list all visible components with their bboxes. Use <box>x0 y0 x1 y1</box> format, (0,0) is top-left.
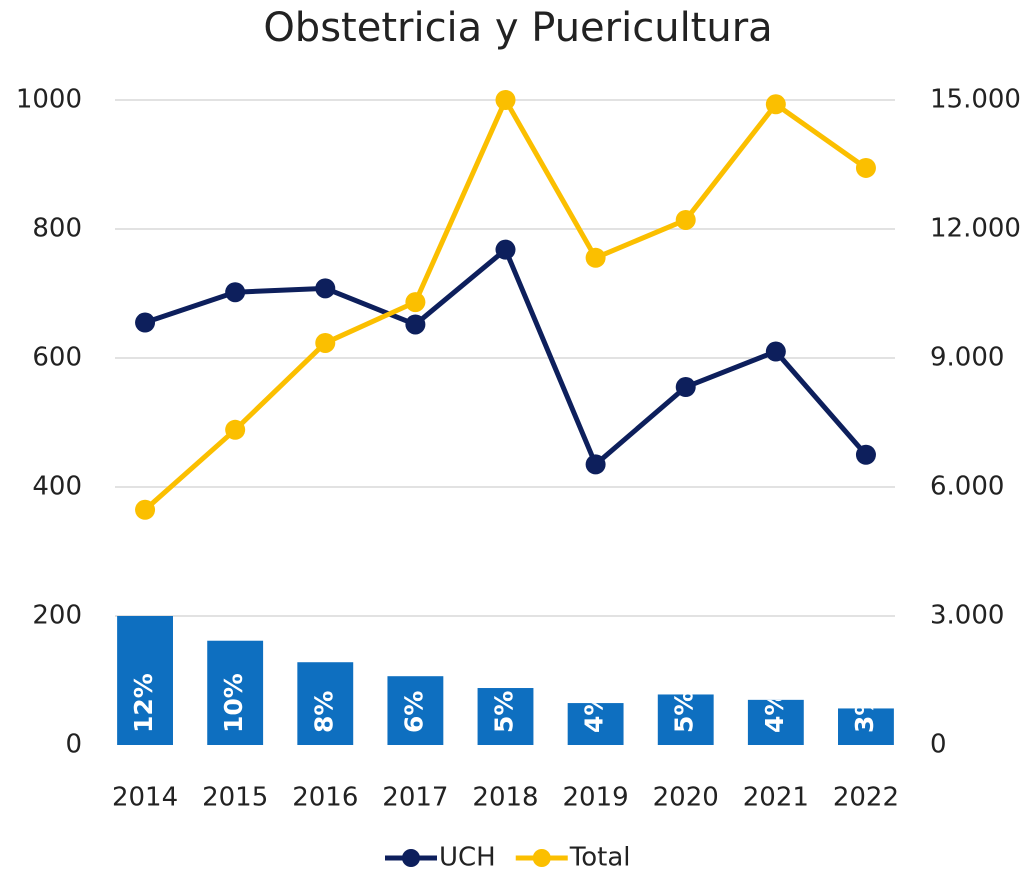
x-tick-label: 2015 <box>202 783 268 813</box>
point <box>225 282 246 303</box>
bar-label-group: 4% <box>580 691 609 733</box>
bar-label-group: 6% <box>399 691 428 733</box>
point <box>405 292 426 313</box>
point <box>765 341 786 362</box>
bar-label-group: 3% <box>850 691 879 733</box>
line <box>144 247 868 467</box>
point <box>675 209 696 230</box>
y2-tick-label: 12.000 <box>930 214 1021 244</box>
bar-label: 10% <box>219 673 248 733</box>
y2-tick-label: 9.000 <box>930 343 1004 373</box>
x-tick-label: 2018 <box>472 783 538 813</box>
bar-label-group: 5% <box>490 691 519 733</box>
x-tick-label: 2022 <box>833 783 899 813</box>
legend-marker <box>402 849 420 867</box>
bar <box>747 699 804 745</box>
bar-label: 5% <box>670 691 699 733</box>
y-tick-label: 400 <box>32 472 82 502</box>
bar-label: 12% <box>129 673 158 733</box>
bar-label: 5% <box>490 691 519 733</box>
bar-label-group: 5% <box>670 691 699 733</box>
bar-label-group: 4% <box>760 691 789 733</box>
point <box>585 454 606 475</box>
line <box>143 97 868 512</box>
point <box>315 332 336 353</box>
bar <box>838 708 894 745</box>
point <box>135 499 156 520</box>
bar-label-group: 10% <box>219 673 248 733</box>
legend-label: UCH <box>439 843 496 873</box>
bar <box>567 703 624 745</box>
bar-label: 8% <box>309 691 338 733</box>
y2-tick-label: 0 <box>930 730 947 760</box>
bar <box>207 640 264 745</box>
point <box>315 278 336 299</box>
y2-tick-label: 15.000 <box>930 85 1021 115</box>
x-tick-label: 2020 <box>653 783 719 813</box>
x-tick-label: 2021 <box>743 783 809 813</box>
point <box>855 444 876 465</box>
y-tick-label: 600 <box>32 343 82 373</box>
bar-label-group: 12% <box>129 673 158 733</box>
bar <box>657 694 714 745</box>
x-tick-label: 2017 <box>382 783 448 813</box>
chart-title: Obstetricia y Puericultura <box>263 5 772 51</box>
point <box>495 239 516 260</box>
y2-tick-label: 6.000 <box>930 472 1004 502</box>
point <box>135 312 156 333</box>
y2-tick-label: 3.000 <box>930 601 1004 631</box>
legend-marker <box>532 849 551 867</box>
point <box>495 90 516 110</box>
point <box>855 157 876 178</box>
bar <box>387 676 444 745</box>
bar-label: 4% <box>760 691 789 733</box>
legend-label: Total <box>569 843 631 873</box>
x-tick-label: 2019 <box>563 783 629 813</box>
point <box>765 94 786 115</box>
point <box>585 247 606 268</box>
bar-label: 6% <box>399 691 428 733</box>
point <box>225 419 246 440</box>
y-tick-label: 200 <box>32 601 82 631</box>
x-tick-label: 2016 <box>292 783 358 813</box>
y-tick-label: 0 <box>65 730 82 760</box>
point <box>405 314 426 335</box>
bar-label: 4% <box>580 691 609 733</box>
point <box>675 377 696 398</box>
y-tick-label: 1000 <box>16 85 82 115</box>
bar-label-group: 8% <box>309 691 338 733</box>
bar <box>117 616 173 745</box>
y-tick-label: 800 <box>32 214 82 244</box>
bar-label: 3% <box>850 691 879 733</box>
bar <box>477 688 534 745</box>
x-tick-label: 2014 <box>112 783 178 813</box>
bar <box>297 662 354 745</box>
